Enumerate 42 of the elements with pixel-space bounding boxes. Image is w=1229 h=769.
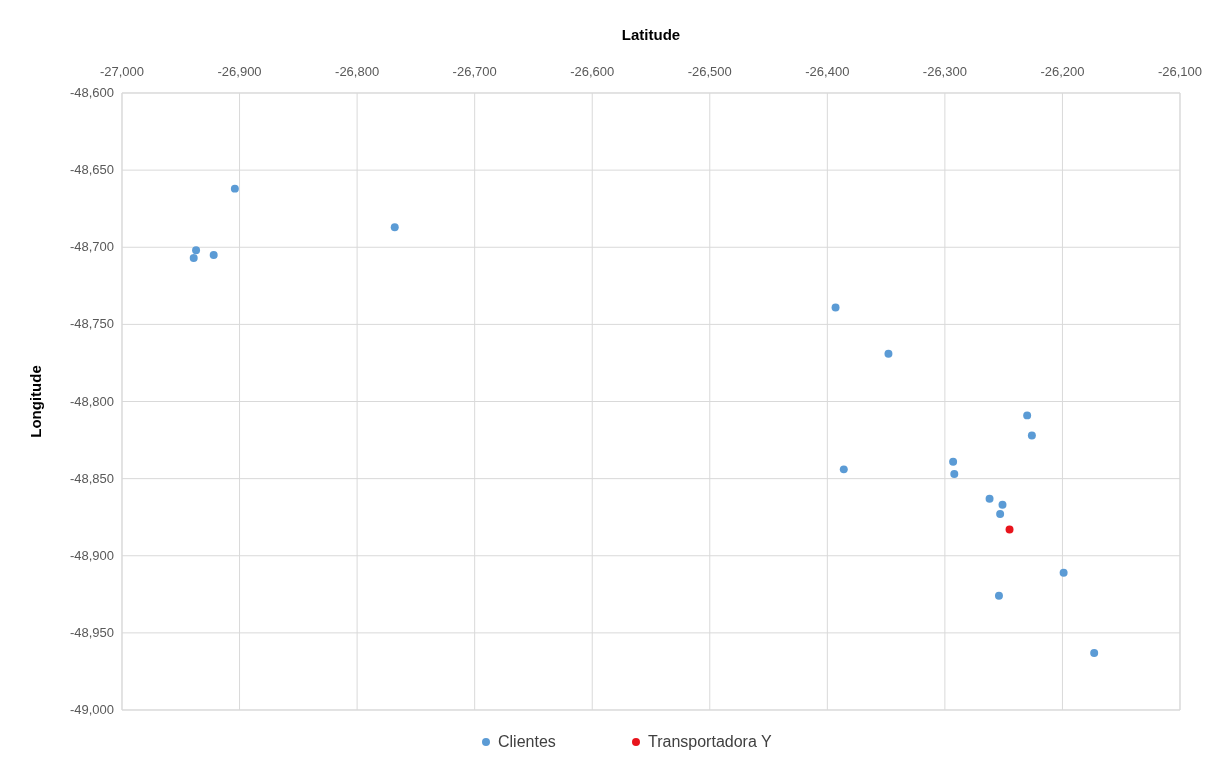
point [1027, 431, 1036, 440]
x-axis-title: Latitude [621, 26, 681, 43]
y-tick-label: -48,700 [69, 239, 114, 255]
y-tick-label: -48,600 [69, 85, 114, 100]
y-tick-label: -49,000 [69, 702, 114, 717]
x-tick-label: -26,200 [1040, 64, 1085, 79]
point [950, 470, 959, 478]
x-tick-label: -26,900 [217, 64, 262, 79]
point [390, 223, 399, 232]
legend-label: Clientes [498, 733, 556, 750]
y-tick-label: -48,750 [69, 316, 114, 332]
point [998, 500, 1007, 509]
y-tick-label: -48,650 [69, 162, 114, 178]
y-axis-title: Longitude [27, 365, 44, 438]
point [189, 254, 198, 263]
point [1059, 568, 1068, 577]
x-tick-label: -27,000 [99, 64, 145, 79]
point [949, 457, 958, 466]
point [209, 250, 218, 259]
x-tick-label: -26,500 [687, 64, 732, 79]
point [1023, 411, 1032, 420]
x-tick-label: -26,600 [570, 64, 615, 79]
x-tick-label: -26,700 [452, 64, 497, 79]
x-tick-label: -26,400 [805, 64, 850, 79]
point [996, 510, 1005, 519]
legend-label: Transportadora Y [648, 733, 772, 750]
y-tick-label: -48,900 [69, 547, 114, 563]
point [994, 591, 1003, 600]
y-tick-label: -48,850 [69, 470, 114, 486]
point [192, 246, 201, 255]
point [230, 184, 239, 193]
point [831, 303, 840, 312]
point [1090, 648, 1099, 657]
x-tick-label: -26,800 [335, 64, 380, 79]
point [985, 494, 994, 503]
point [884, 349, 893, 358]
point [1005, 525, 1014, 534]
x-tick-label: -26,100 [1157, 64, 1203, 79]
x-tick-label: -26,300 [922, 64, 967, 79]
y-tick-label: -48,800 [69, 393, 114, 409]
point [839, 465, 848, 474]
y-tick-label: -48,950 [69, 624, 114, 640]
